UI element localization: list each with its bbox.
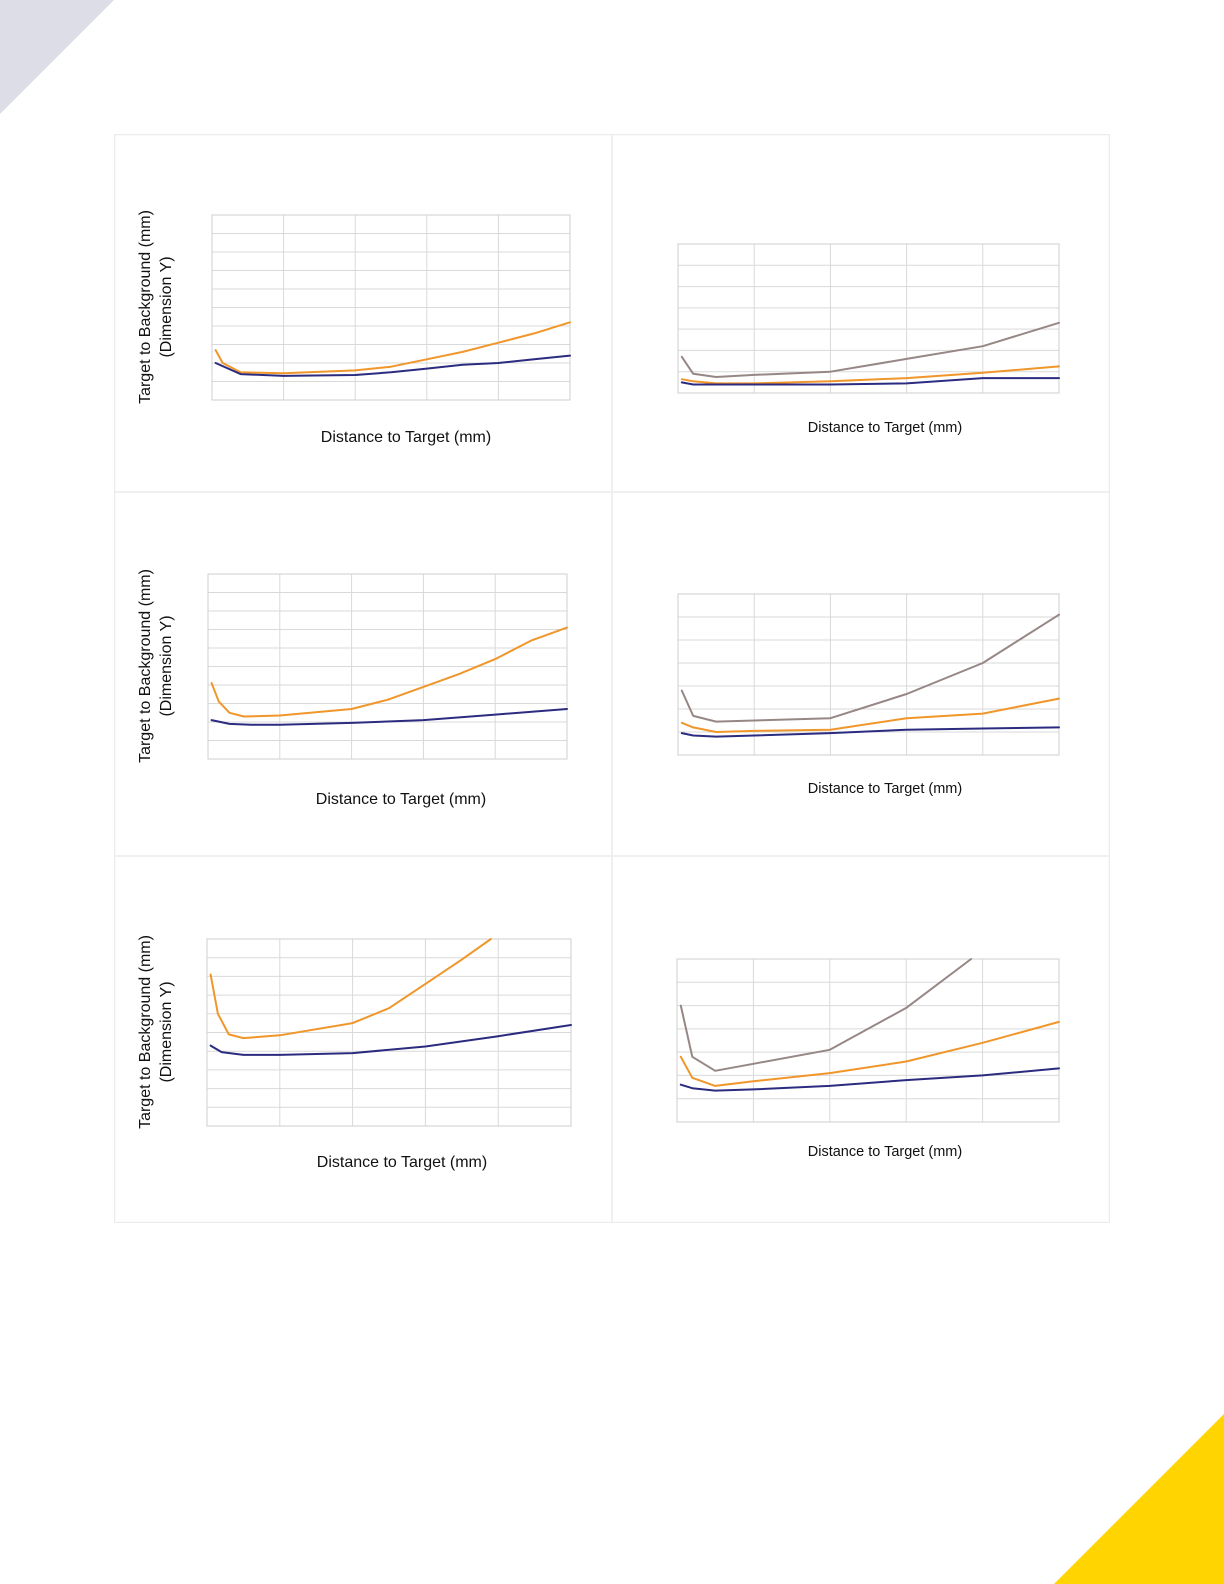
y-axis-label: (Dimension Y) (158, 256, 175, 357)
corner-decoration-bottom-right (1054, 1414, 1224, 1584)
series-line-orange (680, 365, 1060, 385)
x-axis-label: Distance to Target (mm) (808, 1144, 962, 1160)
chart-1: Distance to Target (mm) Target to Backgro… (137, 210, 571, 446)
plot-area (207, 573, 568, 760)
y-axis-label: Target to Background (mm) (137, 569, 154, 763)
plot-area (676, 958, 1060, 1123)
chart-3: Distance to Target (mm) Target to Backgro… (137, 569, 568, 808)
series-line-gray (680, 321, 1060, 378)
plot-area (677, 593, 1060, 756)
x-axis-label: Distance to Target (mm) (808, 420, 962, 436)
series-line-orange (209, 938, 492, 1040)
series-line-navy (210, 708, 568, 726)
series-line-orange (680, 697, 1060, 733)
chart-4: Distance to Target (mm) (677, 593, 1060, 797)
x-axis-label: Distance to Target (mm) (317, 1154, 487, 1171)
y-axis-label: Target to Background (mm) (137, 210, 154, 404)
chart-panel-grid: Distance to Target (mm) Target to Backgro… (114, 134, 1110, 1223)
y-axis-label: (Dimension Y) (158, 615, 175, 716)
chart-5: Distance to Target (mm) Target to Backgro… (137, 935, 572, 1171)
plot-area (206, 938, 572, 1127)
y-axis-label: Target to Background (mm) (137, 935, 154, 1129)
plot-area (211, 214, 571, 401)
x-axis-label: Distance to Target (mm) (808, 781, 962, 797)
chart-6: Distance to Target (mm) (676, 958, 1060, 1160)
series-line-orange (214, 321, 571, 375)
series-line-orange (679, 1020, 1060, 1087)
series-line-navy (214, 354, 571, 377)
plot-area (677, 243, 1060, 394)
y-axis-label: (Dimension Y) (158, 981, 175, 1082)
series-line-navy (209, 1024, 572, 1056)
corner-decoration-top-left (0, 0, 114, 114)
series-line-orange (210, 626, 568, 718)
series-line-navy (680, 726, 1060, 738)
series-line-navy (679, 1067, 1060, 1092)
chart-2: Distance to Target (mm) (677, 243, 1060, 436)
x-axis-label: Distance to Target (mm) (321, 429, 491, 446)
x-axis-label: Distance to Target (mm) (316, 791, 486, 808)
series-line-navy (680, 377, 1060, 386)
series-line-gray (679, 958, 973, 1072)
series-line-gray (680, 613, 1060, 723)
